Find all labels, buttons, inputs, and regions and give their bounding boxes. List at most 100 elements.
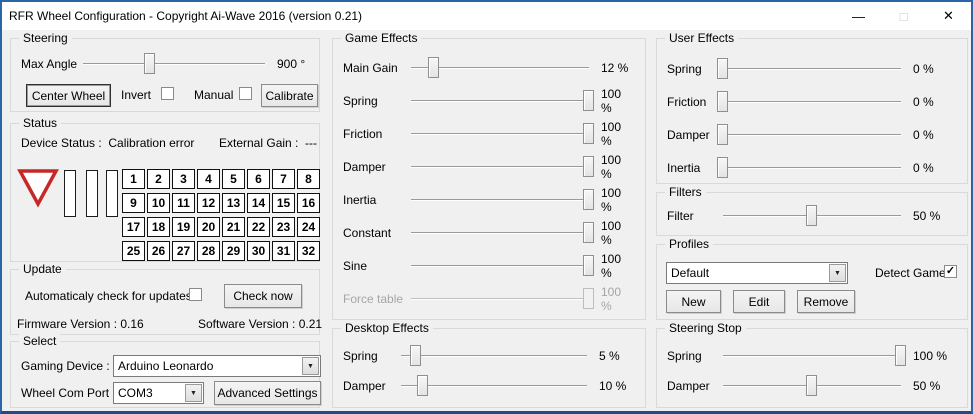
axis-bar (64, 170, 76, 217)
slider-thumb[interactable] (717, 156, 728, 178)
slider-thumb[interactable] (806, 375, 817, 396)
button-indicator-20: 20 (197, 217, 220, 237)
slider-thumb[interactable] (583, 89, 594, 111)
slider-track[interactable] (401, 345, 587, 367)
filters-sliders: Filter 50 % (657, 193, 967, 231)
center-wheel-button[interactable]: Center Wheel (26, 84, 111, 107)
slider-line (411, 264, 589, 267)
auto-update-checkbox[interactable] (189, 288, 202, 301)
slider-thumb[interactable] (417, 375, 429, 396)
slider-track[interactable] (411, 155, 594, 178)
slider-thumb[interactable] (409, 345, 421, 366)
detect-game-label: Detect Game (875, 266, 946, 280)
check-now-button[interactable]: Check now (224, 284, 302, 308)
button-indicator-21: 21 (222, 217, 245, 237)
close-button[interactable]: ✕ (943, 8, 954, 23)
slider-thumb[interactable] (583, 188, 594, 210)
slider-thumb[interactable] (717, 123, 728, 145)
slider-line (401, 385, 587, 387)
steering-group: Steering Max Angle 900 ° Center Wheel Inv… (10, 31, 320, 112)
slider-label: Friction (667, 94, 707, 109)
slider-track[interactable] (717, 156, 901, 179)
slider-track[interactable] (411, 122, 594, 145)
button-indicator-22: 22 (247, 217, 270, 237)
user-effects-group: User Effects Spring 0 % Friction 0 % Damper 0… (656, 31, 968, 184)
button-indicator-24: 24 (297, 217, 320, 237)
slider-value: 100 % (601, 218, 622, 247)
slider-label: Force table (343, 291, 404, 306)
steering-stop-sliders: Spring 100 % Damper 50 % (657, 329, 967, 401)
slider-track[interactable] (411, 89, 594, 112)
edit-profile-button[interactable]: Edit (733, 290, 785, 313)
slider-track[interactable] (411, 221, 594, 244)
slider-track[interactable] (717, 90, 901, 113)
slider-thumb[interactable] (895, 345, 906, 366)
slider-thumb[interactable] (583, 221, 594, 243)
new-profile-button[interactable]: New (666, 290, 721, 313)
slider-track[interactable] (717, 57, 901, 80)
calibrate-button[interactable]: Calibrate (261, 84, 318, 107)
remove-profile-button[interactable]: Remove (797, 290, 855, 313)
game-effects-group: Game Effects Main Gain 12 % Spring 100 % Fri… (332, 31, 646, 320)
slider-thumb[interactable] (144, 53, 156, 74)
steering-sliders: Max Angle 900 ° (11, 39, 319, 79)
minimize-button[interactable]: — (852, 8, 865, 24)
slider-track[interactable] (411, 56, 589, 79)
slider-track[interactable] (401, 375, 587, 397)
slider-line (411, 99, 589, 102)
slider-track[interactable] (723, 345, 906, 367)
filters-group: Filters Filter 50 % (656, 185, 968, 236)
chevron-down-icon[interactable]: ▼ (829, 264, 846, 282)
slider-row-spring: Spring 100 % (333, 84, 645, 117)
slider-value: 10 % (599, 379, 627, 393)
button-indicator-1: 1 (122, 169, 145, 189)
slider-row-spring: Spring 5 % (333, 341, 645, 371)
button-indicator-6: 6 (247, 169, 270, 189)
slider-thumb[interactable] (583, 254, 594, 276)
invert-checkbox[interactable] (161, 87, 174, 100)
wheel-com-port-select[interactable]: COM3 ▼ (113, 382, 204, 404)
button-indicator-grid: 1 2 3 4 5 6 7 8 9 10 11 12 13 14 15 16 17 18 19 20 21 22 23 24 2… (122, 169, 322, 261)
slider-line (411, 231, 589, 234)
chevron-down-icon[interactable]: ▼ (302, 357, 319, 375)
advanced-settings-button[interactable]: Advanced Settings (214, 381, 321, 405)
button-indicator-31: 31 (272, 241, 295, 261)
slider-track[interactable] (717, 123, 901, 146)
manual-checkbox[interactable] (239, 87, 252, 100)
slider-track[interactable] (411, 254, 594, 277)
slider-thumb[interactable] (583, 287, 594, 309)
slider-thumb[interactable] (583, 122, 594, 144)
button-indicator-32: 32 (297, 241, 320, 261)
filters-legend: Filters (665, 185, 706, 199)
maximize-button[interactable]: □ (899, 8, 908, 24)
slider-value: 100 % (601, 86, 622, 115)
slider-thumb[interactable] (428, 56, 440, 78)
auto-update-label: Automaticaly check for updates (25, 289, 192, 303)
slider-thumb[interactable] (717, 57, 728, 79)
button-indicator-25: 25 (122, 241, 145, 261)
user-effects-legend: User Effects (665, 31, 739, 45)
slider-line (411, 297, 589, 300)
button-indicator-30: 30 (247, 241, 270, 261)
slider-thumb[interactable] (717, 90, 728, 112)
software-version-text: Software Version : 0.21 (198, 317, 323, 331)
slider-thumb[interactable] (583, 155, 594, 177)
slider-track[interactable] (411, 287, 594, 310)
slider-thumb[interactable] (806, 205, 817, 226)
button-indicator-8: 8 (297, 169, 320, 189)
slider-label: Inertia (343, 192, 377, 207)
device-status-label: Device Status : (21, 136, 102, 150)
slider-value: 0 % (913, 94, 934, 109)
slider-value: 0 % (913, 160, 934, 175)
profile-select[interactable]: Default ▼ (666, 262, 848, 284)
slider-line (723, 133, 901, 136)
detect-game-checkbox[interactable] (944, 265, 957, 278)
slider-track[interactable] (723, 205, 901, 227)
slider-track[interactable] (411, 188, 594, 211)
external-gain-text: External Gain : --- (219, 136, 317, 150)
chevron-down-icon[interactable]: ▼ (185, 384, 202, 402)
slider-track[interactable] (723, 375, 901, 397)
slider-line (401, 355, 587, 357)
slider-track[interactable] (83, 53, 265, 75)
gaming-device-select[interactable]: Arduino Leonardo ▼ (113, 355, 321, 377)
